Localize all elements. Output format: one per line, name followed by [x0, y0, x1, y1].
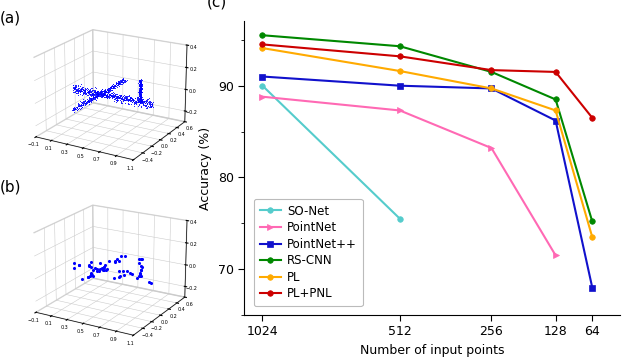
Line: PointNet: PointNet [260, 94, 558, 258]
Line: SO-Net: SO-Net [260, 83, 403, 222]
RS-CNN [396, 44, 404, 48]
Line: PointNet++: PointNet++ [260, 74, 595, 290]
Y-axis label: Accuracy (%): Accuracy (%) [199, 127, 212, 210]
RS-CNN [488, 70, 495, 74]
PL [552, 108, 560, 113]
SO-Net [396, 217, 404, 221]
PL+PNL [396, 54, 404, 58]
Line: PL: PL [260, 45, 595, 240]
Line: PL+PNL: PL+PNL [260, 42, 595, 121]
X-axis label: Number of input points: Number of input points [360, 344, 504, 357]
PointNet++ [552, 118, 560, 123]
PointNet [552, 253, 560, 257]
Text: (b): (b) [0, 179, 21, 194]
PL+PNL [259, 42, 266, 47]
PL+PNL [588, 116, 596, 120]
Legend: SO-Net, PointNet, PointNet++, RS-CNN, PL, PL+PNL: SO-Net, PointNet, PointNet++, RS-CNN, PL… [254, 199, 362, 306]
SO-Net [259, 83, 266, 88]
PointNet [396, 108, 404, 113]
PointNet [488, 146, 495, 150]
PL [588, 235, 596, 239]
PL [396, 69, 404, 73]
PL+PNL [488, 68, 495, 72]
Text: (a): (a) [0, 11, 21, 26]
RS-CNN [259, 33, 266, 37]
PL [488, 86, 495, 91]
Text: (c): (c) [207, 0, 227, 10]
PL [259, 46, 266, 50]
RS-CNN [588, 219, 596, 224]
PointNet++ [588, 285, 596, 290]
PointNet++ [259, 74, 266, 79]
PointNet++ [396, 83, 404, 88]
PointNet++ [488, 86, 495, 91]
Line: RS-CNN: RS-CNN [260, 33, 595, 224]
PointNet [259, 95, 266, 99]
RS-CNN [552, 97, 560, 102]
PL+PNL [552, 70, 560, 74]
